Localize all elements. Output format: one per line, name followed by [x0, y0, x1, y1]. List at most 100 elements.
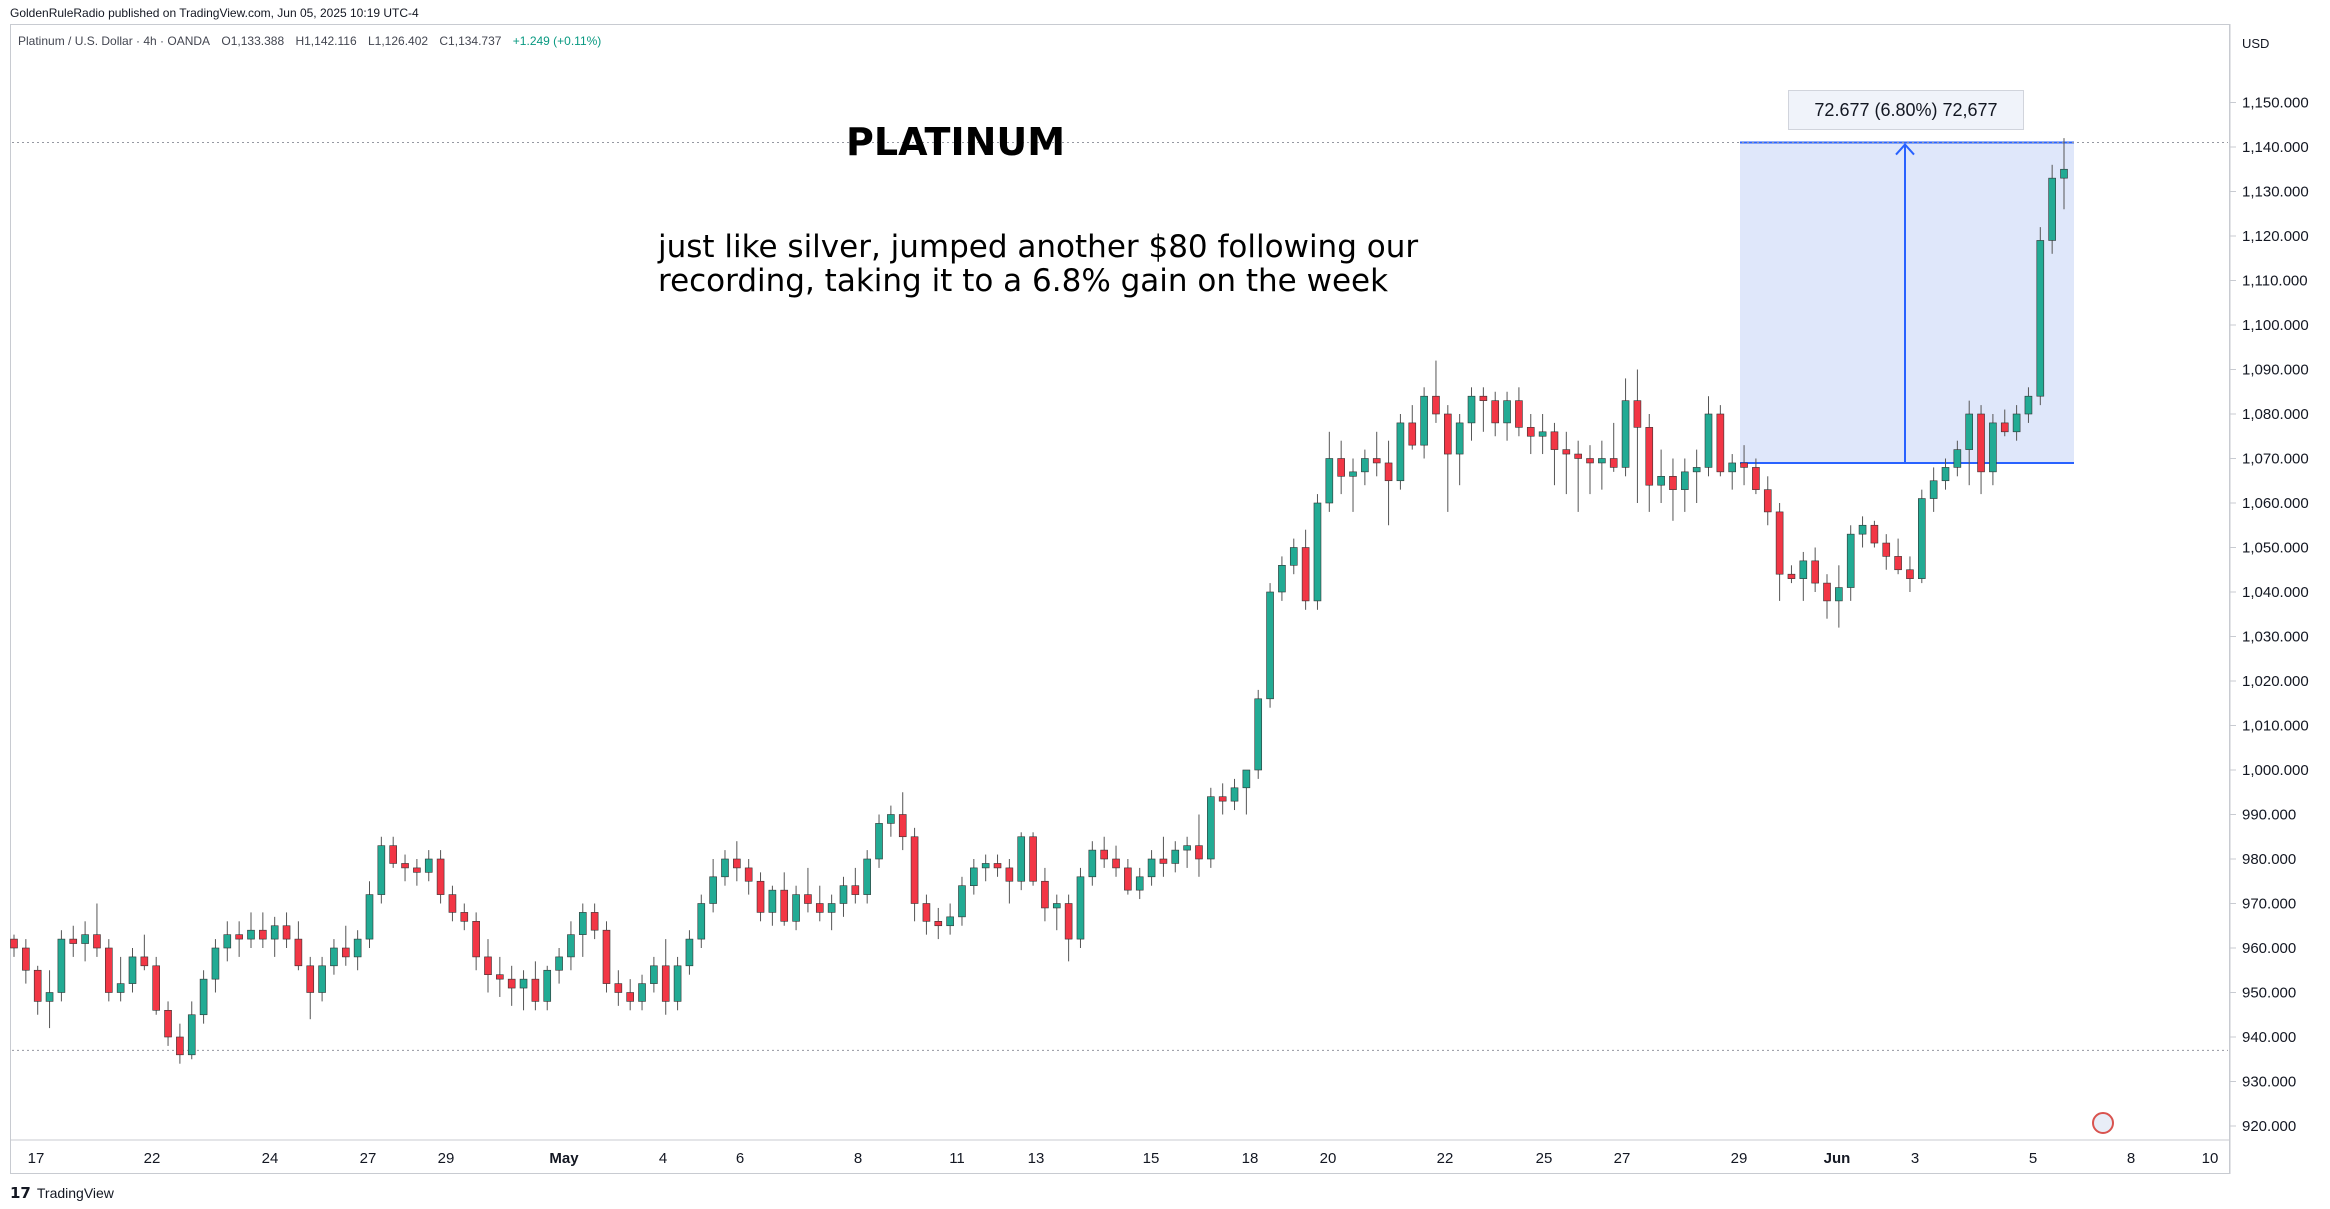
- x-tick-label: 29: [1731, 1150, 1748, 1167]
- x-tick-label: 29: [438, 1150, 455, 1167]
- candle-body: [318, 965, 326, 993]
- candle-body: [1029, 836, 1037, 882]
- annotation-title[interactable]: PLATINUM: [846, 120, 1066, 164]
- candle-body: [1657, 475, 1665, 486]
- legend-high: H1,142.116: [295, 34, 357, 48]
- tradingview-mark-icon: 𝟭𝟳: [10, 1185, 31, 1202]
- candle-body: [1017, 836, 1026, 882]
- candle-body: [2036, 240, 2045, 397]
- candle-body: [1716, 413, 1725, 473]
- candle-body: [1147, 858, 1156, 878]
- candle-body: [1337, 458, 1345, 477]
- candle-body: [247, 929, 255, 940]
- y-tick-label: 1,010.000: [2242, 718, 2309, 735]
- y-tick-label: 1,050.000: [2242, 540, 2309, 557]
- candle-body: [1041, 880, 1049, 909]
- candle-body: [744, 867, 753, 882]
- candle-body: [1598, 458, 1606, 464]
- candle-body: [1183, 845, 1191, 851]
- us-flag-icon[interactable]: [2092, 1112, 2114, 1134]
- x-tick-label: 8: [2127, 1150, 2135, 1167]
- candle-body: [1349, 471, 1357, 477]
- candle-body: [1420, 395, 1428, 446]
- x-tick-label: 4: [659, 1150, 667, 1167]
- candle-body: [1112, 858, 1120, 869]
- y-tick-label: 1,070.000: [2242, 451, 2309, 468]
- candle-body: [282, 925, 291, 940]
- candle-body: [1965, 413, 1974, 450]
- candle-body: [1953, 449, 1962, 468]
- candle-body: [1550, 431, 1559, 450]
- candle-body: [792, 894, 800, 922]
- candle-body: [626, 992, 634, 1002]
- candle-body: [1230, 787, 1239, 802]
- candle-body: [1503, 400, 1511, 424]
- candle-body: [1835, 587, 1843, 602]
- candle-body: [958, 885, 966, 918]
- candle-body: [199, 978, 208, 1016]
- candle-body: [1574, 453, 1582, 459]
- candle-body: [1135, 876, 1144, 891]
- currency-label: USD: [2242, 36, 2270, 51]
- candle-body: [768, 889, 777, 913]
- y-tick-label: 1,130.000: [2242, 184, 2309, 201]
- candle-body: [922, 903, 931, 922]
- tradingview-logo[interactable]: 𝟭𝟳 TradingView: [10, 1184, 114, 1202]
- candle-body: [116, 983, 125, 993]
- y-tick-label: 930.000: [2242, 1074, 2296, 1091]
- candle-body: [1633, 400, 1642, 428]
- candle-body: [294, 938, 303, 967]
- candle-body: [330, 947, 338, 967]
- candle-body: [436, 858, 445, 895]
- candle-body: [1491, 400, 1500, 424]
- candle-body: [1301, 547, 1310, 602]
- candle-body: [531, 978, 540, 1002]
- candle-body: [981, 863, 990, 869]
- candle-body: [1005, 867, 1014, 882]
- legend-symbol[interactable]: Platinum / U.S. Dollar · 4h · OANDA: [18, 34, 211, 48]
- x-tick-label: 18: [1242, 1150, 1259, 1167]
- candle-body: [733, 858, 741, 869]
- candle-body: [1906, 569, 1914, 579]
- measure-label[interactable]: 72.677 (6.80%) 72,677: [1788, 90, 2024, 130]
- candle-body: [1325, 458, 1334, 504]
- candle-body: [2060, 168, 2068, 179]
- candle-body: [235, 934, 243, 940]
- candle-body: [377, 845, 386, 895]
- candlestick-series: [10, 138, 2068, 1064]
- candle-body: [140, 956, 149, 967]
- candle-body: [1894, 556, 1902, 571]
- publisher-line: GoldenRuleRadio published on TradingView…: [10, 6, 419, 20]
- y-tick-label: 1,060.000: [2242, 495, 2309, 512]
- candle-body: [270, 925, 279, 940]
- legend-open: O1,133.388: [221, 34, 285, 48]
- candle-body: [839, 885, 848, 904]
- candle-body: [1645, 427, 1654, 486]
- y-tick-label: 1,000.000: [2242, 762, 2309, 779]
- candle-body: [1467, 395, 1476, 424]
- x-tick-label: 17: [28, 1150, 45, 1167]
- candle-body: [1681, 471, 1689, 490]
- candle-body: [2024, 395, 2033, 415]
- symbol-legend: Platinum / U.S. Dollar · 4h · OANDA O1,1…: [18, 34, 609, 48]
- y-tick-label: 1,150.000: [2242, 95, 2309, 112]
- candle-body: [45, 992, 54, 1002]
- measure-box: [1740, 142, 2074, 463]
- candle-body: [211, 947, 220, 980]
- legend-close: C1,134.737: [439, 34, 502, 48]
- candle-body: [104, 947, 113, 993]
- candle-body: [910, 836, 919, 904]
- candle-body: [424, 858, 433, 873]
- candle-body: [851, 885, 860, 895]
- candle-body: [507, 978, 516, 989]
- candle-body: [496, 974, 504, 980]
- candle-body: [898, 814, 907, 838]
- candle-body: [1408, 422, 1417, 446]
- annotation-text[interactable]: just like silver, jumped another $80 fol…: [658, 230, 1558, 298]
- candle-body: [1278, 564, 1286, 593]
- candle-body: [1207, 796, 1215, 860]
- candle-body: [1289, 547, 1298, 566]
- candle-body: [1313, 502, 1322, 602]
- candle-body: [152, 965, 160, 1011]
